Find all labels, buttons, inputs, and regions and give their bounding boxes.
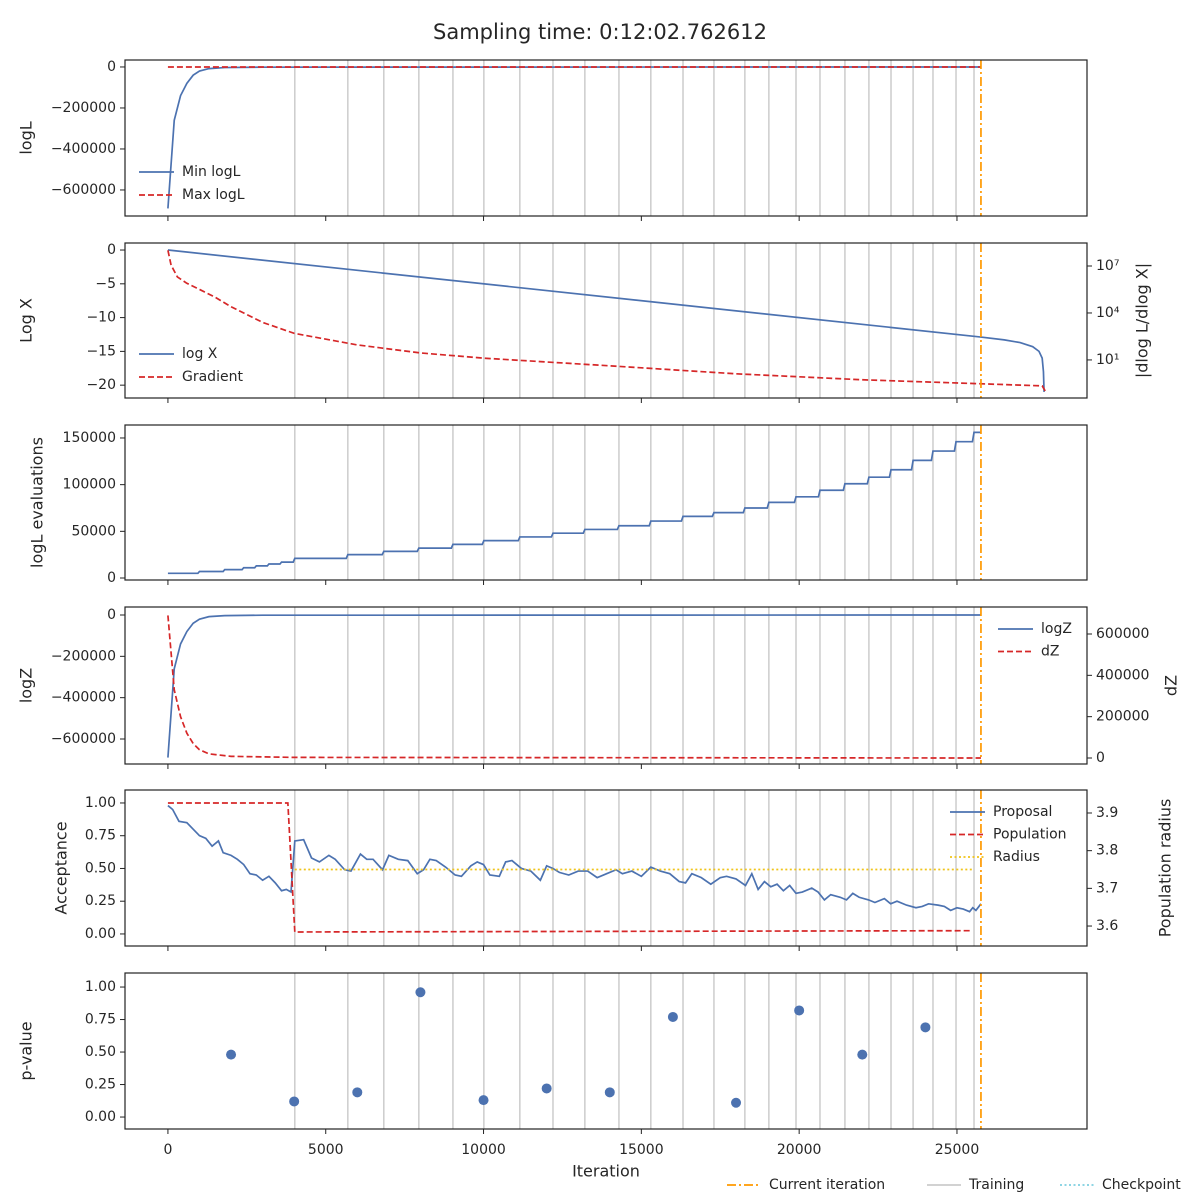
y-tick-label: 100000 [63,477,116,493]
y-tick-label: 0.00 [85,1109,116,1125]
y-tick-label: 0.50 [85,860,116,876]
y2-axis-label: Population radius [1156,799,1175,938]
x-tick-label: 10000 [461,1142,506,1158]
y-tick-label: 0.00 [85,926,116,942]
y-tick-label: 0 [107,570,116,586]
axes-frame [124,972,1088,1130]
legend-label: Radius [993,849,1040,865]
point [857,1049,868,1060]
legend-label: Proposal [993,804,1052,820]
x-tick-label: 25000 [935,1142,980,1158]
point [478,1095,489,1106]
legend-label: logZ [1041,621,1072,637]
legend-label: log X [182,346,218,362]
legend-label: Max logL [182,187,245,203]
point [731,1097,742,1108]
x-axis-label: Iteration [572,1162,640,1181]
y-axis-label: Log X [17,298,36,343]
y2-tick-label: 3.8 [1096,843,1118,859]
y2-axis-label: dZ [1162,675,1181,696]
y-tick-label: −200000 [51,100,116,116]
legend-label: Checkpoint [1102,1177,1181,1193]
y2-tick-label: 400000 [1096,667,1149,683]
y-tick-label: 0.75 [85,828,116,844]
series-line [167,431,981,575]
legend-label: dZ [1041,644,1059,660]
point [289,1096,300,1107]
axes-frame [124,424,1088,581]
y-tick-label: −600000 [51,731,116,747]
point [352,1087,363,1098]
x-tick-label: 0 [163,1142,172,1158]
point [604,1087,615,1098]
y2-axis-label: |dlog L/dlog X| [1133,263,1152,378]
y2-tick-label: 600000 [1096,626,1149,642]
series-line [167,615,981,759]
y2-tick-label: 0 [1096,750,1105,766]
y-tick-label: −20 [86,377,116,393]
panel [167,243,1047,398]
series-line [167,802,973,933]
legend-label: Current iteration [769,1177,885,1193]
y-tick-label: −600000 [51,182,116,198]
y-tick-label: −5 [95,276,116,292]
y-tick-label: −200000 [51,648,116,664]
panel [167,60,982,216]
x-tick-label: 5000 [308,1142,344,1158]
legend-label: Gradient [182,369,243,385]
panel [167,607,982,764]
axes-frame [124,59,1088,217]
y-tick-label: 0 [107,607,116,623]
point [415,987,426,998]
legend-label: Min logL [182,164,241,180]
y-axis-label: p-value [17,1021,36,1080]
y-axis-label: logZ [17,668,36,703]
y-tick-label: −400000 [51,690,116,706]
series-line [167,614,981,758]
series-line [167,249,1045,392]
y-tick-label: 0 [107,242,116,258]
y-axis-label: logL evaluations [28,437,47,568]
series-line [167,804,982,913]
y-tick-label: −400000 [51,141,116,157]
y-axis-label: Acceptance [52,821,71,914]
y2-tick-label: 200000 [1096,709,1149,725]
point [541,1083,552,1094]
point [667,1011,678,1022]
x-tick-label: 15000 [619,1142,664,1158]
y-axis-label: logL [17,121,36,154]
panel [167,425,982,580]
y-tick-label: 0.25 [85,893,116,909]
y-tick-label: 150000 [63,430,116,446]
y-tick-label: 0.75 [85,1012,116,1028]
panel [167,790,982,946]
y2-tick-label: 10⁴ [1096,305,1120,321]
y2-tick-label: 3.6 [1096,918,1118,934]
y2-tick-label: 3.7 [1096,880,1118,896]
x-tick-label: 20000 [777,1142,822,1158]
y2-tick-label: 3.9 [1096,805,1118,821]
axes-frame [124,242,1088,399]
y-tick-label: 0.25 [85,1077,116,1093]
y-tick-label: 0 [107,59,116,75]
y-tick-label: 1.00 [85,795,116,811]
point [920,1022,931,1033]
y-tick-label: 50000 [71,523,116,539]
legend-label: Training [968,1177,1024,1193]
y-tick-label: −15 [86,343,116,359]
panel [226,973,982,1129]
y2-tick-label: 10¹ [1096,352,1119,368]
figure-title: Sampling time: 0:12:02.762612 [433,20,767,44]
axes-frame [124,606,1088,765]
point [226,1049,237,1060]
point [794,1005,805,1016]
y-tick-label: 1.00 [85,979,116,995]
y2-tick-label: 10⁷ [1096,258,1119,274]
series-line [167,250,1047,392]
legend-label: Population [993,827,1067,843]
y-tick-label: −10 [86,310,116,326]
y-tick-label: 0.50 [85,1044,116,1060]
